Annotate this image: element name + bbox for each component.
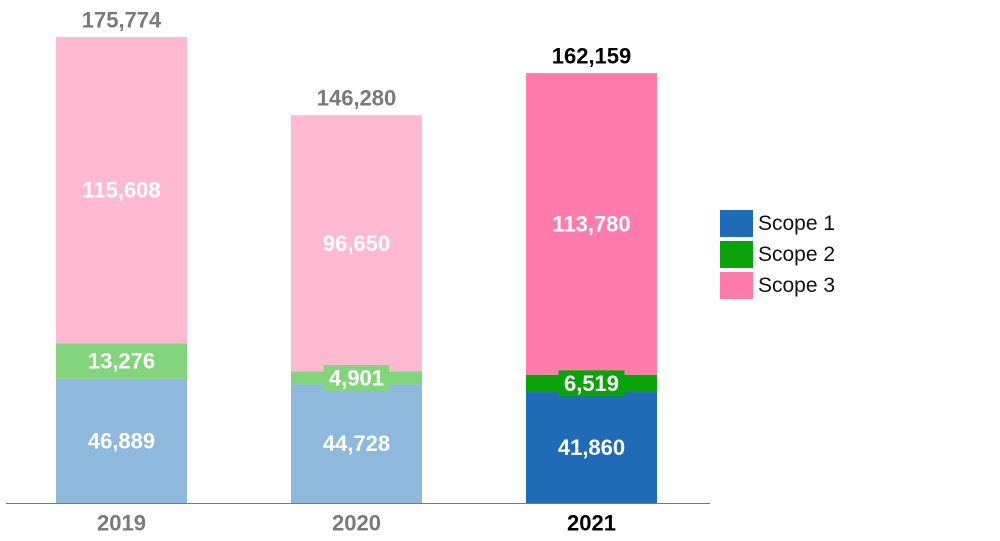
value-label-2020-scope-1: 44,728 [323,431,390,456]
bar-segment-2020-scope-1 [291,384,422,503]
category-label-2019: 2019 [97,511,146,536]
labels-layer: 46,889 13,276 115,608 175,774 2019 44,728 4,90… [82,8,632,536]
bar-segment-2019-scope-1 [56,378,187,503]
value-label-2019-scope-1: 46,889 [88,428,155,453]
total-label-2019: 175,774 [82,8,162,33]
value-label-tab-2020-scope-2 [323,364,390,391]
value-label-2019-scope-3: 115,608 [82,178,160,203]
value-label-2021-scope-1: 41,860 [558,435,625,460]
value-label-2020-scope-2: 4,901 [329,365,384,390]
value-label-2021-scope-3: 113,780 [552,211,630,236]
bar-segment-2019-scope-3 [56,37,187,344]
total-label-2020: 146,280 [317,86,397,111]
value-label-tab-2021-scope-2 [558,370,625,397]
value-label-2020-scope-3: 96,650 [323,231,390,256]
category-label-2020: 2020 [332,511,381,536]
legend: Scope 1 Scope 2 Scope 3 [720,210,835,299]
bar-segment-2020-scope-3 [291,115,422,372]
total-label-2021: 162,159 [552,44,632,69]
legend-swatch-scope-3 [720,272,753,299]
bar-segment-2021-scope-3 [526,73,657,375]
category-label-2021: 2021 [567,511,616,536]
legend-label-scope-2: Scope 2 [758,243,835,266]
legend-label-scope-3: Scope 3 [758,274,835,297]
legend-swatch-scope-2 [720,241,753,268]
legend-swatch-scope-1 [720,210,753,237]
bar-segment-2019-scope-2 [56,343,187,379]
value-label-2021-scope-2: 6,519 [564,371,619,396]
value-label-2019-scope-2: 13,276 [88,349,155,374]
bar-segment-2021-scope-1 [526,392,657,503]
legend-label-scope-1: Scope 1 [758,212,835,235]
